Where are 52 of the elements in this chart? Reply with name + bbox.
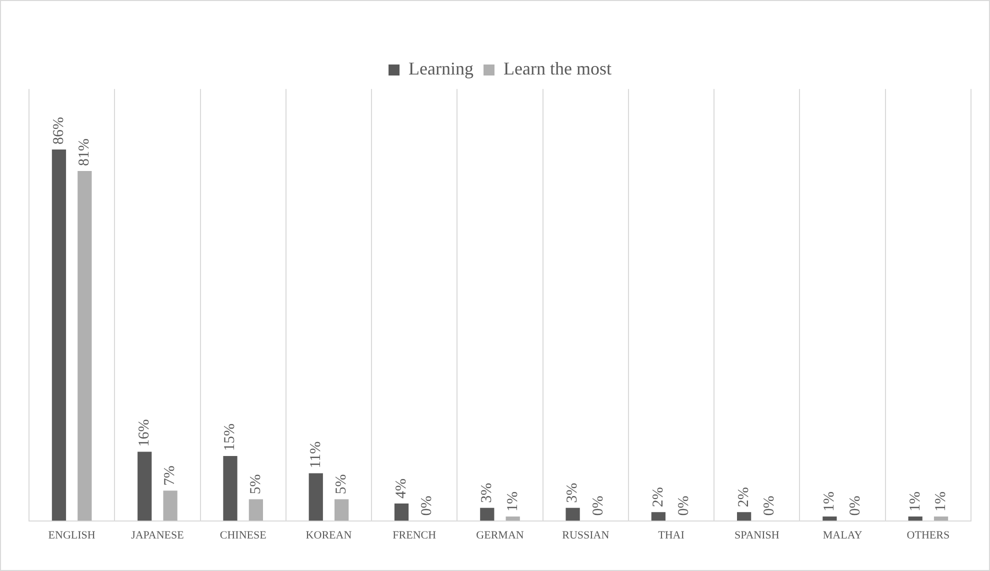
data-label: 2% (650, 487, 666, 508)
data-label: 1% (504, 491, 521, 512)
data-label: 0% (419, 496, 436, 516)
x-tick-label: THAI (658, 529, 685, 542)
data-label: 2% (736, 487, 752, 508)
legend-label: Learning (408, 58, 474, 79)
data-label: 81% (76, 138, 93, 166)
data-label: 0% (762, 496, 778, 516)
bar (308, 473, 323, 521)
x-tick-label: OTHERS (906, 529, 950, 542)
bar (566, 508, 580, 521)
data-label: 5% (248, 474, 264, 494)
x-tick-label: CHINESE (220, 529, 267, 542)
bar (480, 508, 494, 521)
data-label: 1% (822, 491, 838, 512)
bar (248, 499, 263, 521)
bar (223, 456, 238, 521)
data-label: 3% (564, 482, 581, 503)
x-tick-label: RUSSIAN (562, 529, 610, 542)
data-label: 11% (308, 441, 324, 468)
bar (737, 512, 752, 521)
bar (651, 512, 666, 521)
x-tick-label: ENGLISH (48, 529, 96, 542)
bar (138, 452, 152, 521)
x-tick-label: MALAY (822, 529, 862, 542)
data-label: 86% (50, 116, 67, 144)
data-label: 0% (847, 496, 864, 516)
x-tick-label: SPANISH (734, 529, 780, 542)
data-label: 16% (136, 419, 153, 447)
data-label: 1% (932, 491, 949, 512)
legend-label: Learn the most (504, 58, 612, 79)
bar (934, 516, 948, 521)
data-label: 7% (162, 466, 178, 486)
x-tick-label: JAPANESE (131, 529, 184, 542)
x-tick-label: GERMAN (476, 529, 524, 542)
data-label: 3% (479, 482, 496, 503)
bar (163, 490, 178, 521)
data-label: 1% (907, 491, 924, 512)
bar (52, 149, 66, 521)
bar (334, 499, 349, 521)
data-label: 5% (334, 474, 350, 494)
bar (394, 504, 409, 521)
x-tick-label: KOREAN (306, 529, 352, 542)
data-label: 0% (590, 496, 606, 516)
bar (506, 516, 520, 521)
x-tick-label: FRENCH (392, 529, 436, 542)
bar (78, 171, 92, 521)
data-label: 4% (393, 478, 410, 499)
data-label: 0% (676, 496, 692, 516)
data-label: 15% (222, 424, 238, 452)
bar (908, 516, 922, 521)
bar (822, 516, 837, 521)
